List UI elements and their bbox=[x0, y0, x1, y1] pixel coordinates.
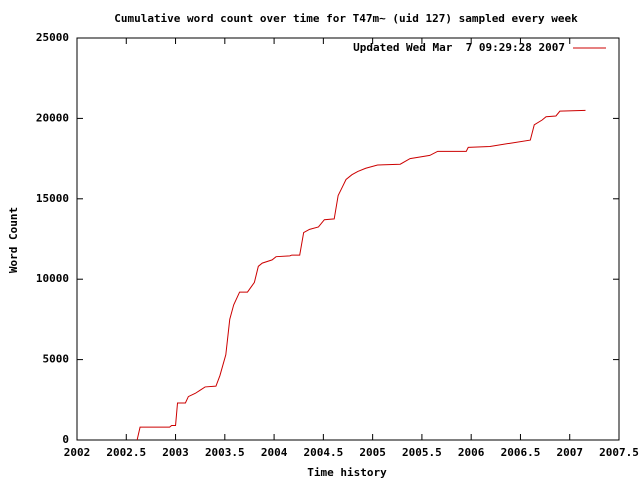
legend-label: Updated Wed Mar 7 09:29:28 2007 bbox=[353, 41, 565, 54]
x-tick-label: 2003.5 bbox=[205, 446, 245, 459]
y-tick-label: 15000 bbox=[36, 192, 69, 205]
x-tick-label: 2007.5 bbox=[599, 446, 639, 459]
x-tick-label: 2004.5 bbox=[303, 446, 343, 459]
y-tick-label: 10000 bbox=[36, 272, 69, 285]
chart-title: Cumulative word count over time for T47m… bbox=[114, 12, 578, 25]
x-tick-label: 2002.5 bbox=[106, 446, 146, 459]
x-tick-label: 2005.5 bbox=[402, 446, 442, 459]
y-tick-label: 20000 bbox=[36, 111, 69, 124]
plot-border bbox=[76, 37, 620, 441]
y-tick-label: 0 bbox=[62, 433, 69, 446]
x-tick-label: 2005 bbox=[359, 446, 386, 459]
y-tick-label: 25000 bbox=[36, 31, 69, 44]
x-tick-label: 2003 bbox=[162, 446, 189, 459]
y-axis-label: Word Count bbox=[7, 207, 20, 273]
data-line bbox=[136, 109, 586, 441]
y-tick-label: 5000 bbox=[43, 353, 70, 366]
x-tick-label: 2004 bbox=[261, 446, 288, 459]
x-tick-label: 2007 bbox=[556, 446, 583, 459]
x-tick-label: 2006.5 bbox=[501, 446, 541, 459]
x-tick-label: 2002 bbox=[64, 446, 91, 459]
x-axis-label: Time history bbox=[307, 466, 387, 479]
x-tick-label: 2006 bbox=[458, 446, 485, 459]
